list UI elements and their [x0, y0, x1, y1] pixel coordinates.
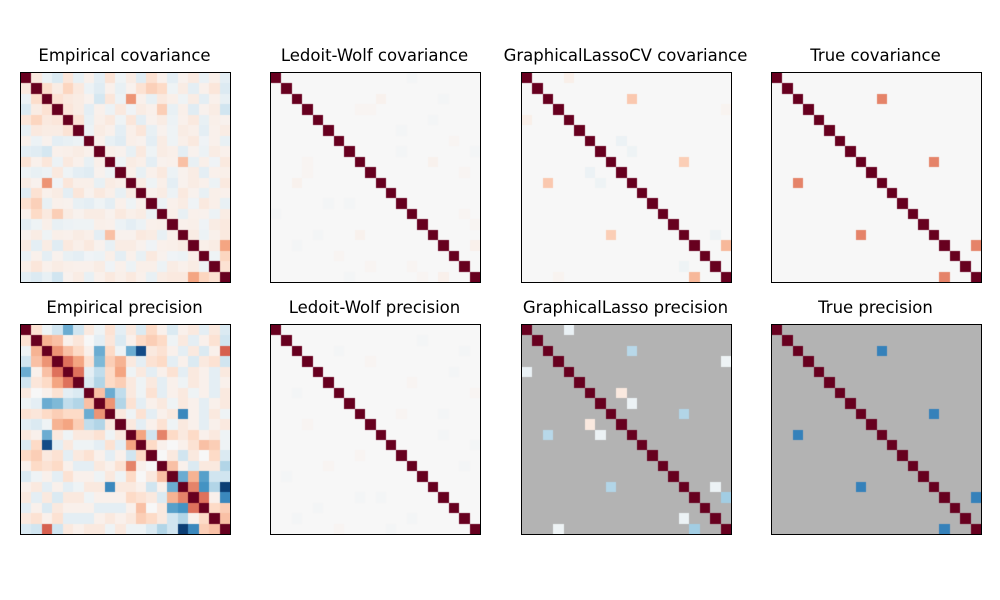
panel-true-precision: True precision [771, 298, 982, 535]
heatmap-ledoit-wolf-covariance [270, 72, 481, 283]
panel-empirical-precision: Empirical precision [20, 298, 231, 535]
panel-graphicallassocv-covariance: GraphicalLassoCV covariance [504, 46, 747, 283]
panel-title: Ledoit-Wolf covariance [280, 46, 469, 65]
panel-title: GraphicalLasso precision [522, 298, 729, 317]
heatmap-true-precision [771, 324, 982, 535]
heatmap-graphicallasso-precision [521, 324, 732, 535]
heatmap-empirical-covariance [20, 72, 231, 283]
panel-title: True precision [818, 298, 933, 317]
heatmap-empirical-precision [20, 324, 231, 535]
heatmap-graphicallassocv-covariance [521, 72, 732, 283]
panel-title: Ledoit-Wolf precision [288, 298, 461, 317]
panel-empirical-covariance: Empirical covariance [20, 46, 231, 283]
panel-title: Empirical precision [46, 298, 203, 317]
panel-ledoit-wolf-covariance: Ledoit-Wolf covariance [270, 46, 481, 283]
panel-title: GraphicalLassoCV covariance [503, 46, 748, 65]
panel-title: True covariance [810, 46, 941, 65]
panel-title: Empirical covariance [38, 46, 211, 65]
heatmap-true-covariance [771, 72, 982, 283]
heatmap-ledoit-wolf-precision [270, 324, 481, 535]
panel-graphicallasso-precision: GraphicalLasso precision [521, 298, 732, 535]
panel-true-covariance: True covariance [771, 46, 982, 283]
panel-ledoit-wolf-precision: Ledoit-Wolf precision [270, 298, 481, 535]
